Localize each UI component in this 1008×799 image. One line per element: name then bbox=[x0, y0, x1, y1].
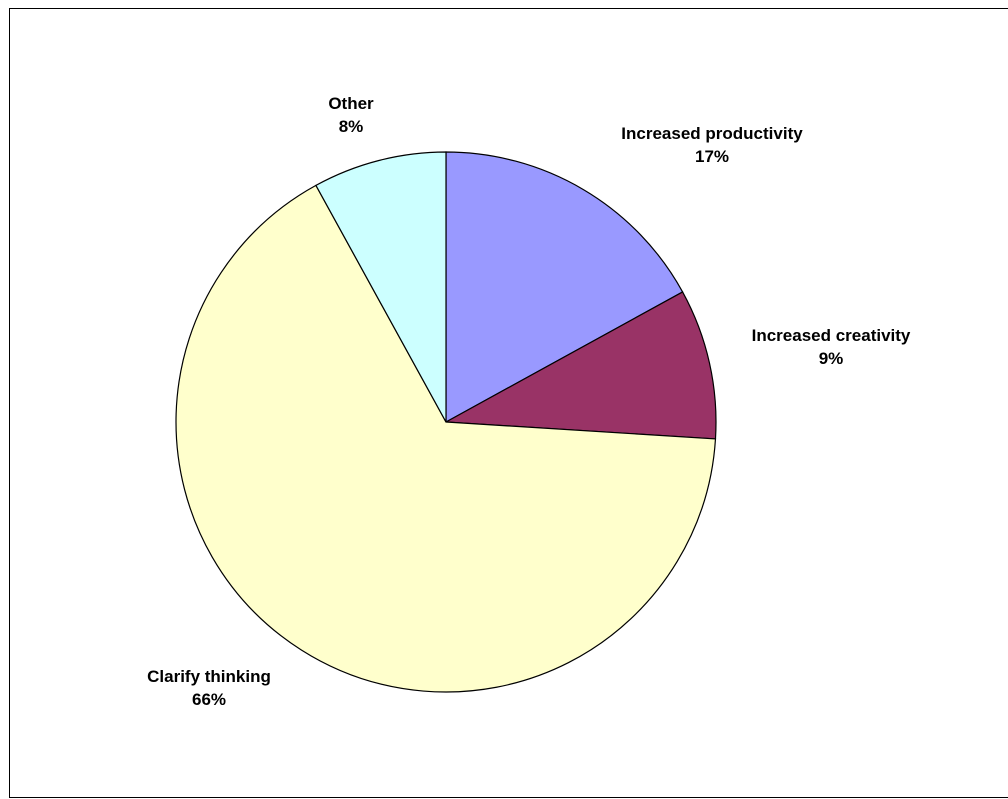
slice-label-name: Increased creativity bbox=[752, 326, 911, 345]
slice-label-name: Other bbox=[328, 94, 374, 113]
pie-slice-increased-creativity bbox=[443, 291, 717, 440]
pie-slice-other bbox=[315, 151, 447, 423]
pie-slice-increased-productivity bbox=[445, 151, 684, 424]
slice-label-percent: 9% bbox=[819, 349, 844, 368]
slice-label-percent: 66% bbox=[192, 690, 226, 709]
chart-frame: Increased productivity 17% Increased creat… bbox=[9, 8, 1008, 798]
pie-labels: Increased productivity 17% Increased creat… bbox=[147, 94, 911, 709]
slice-label-name: Increased productivity bbox=[621, 124, 803, 143]
slice-label-percent: 17% bbox=[695, 147, 729, 166]
pie-slices bbox=[175, 151, 717, 693]
slice-label-name: Clarify thinking bbox=[147, 667, 271, 686]
slice-label-percent: 8% bbox=[339, 117, 364, 136]
pie-slice-clarify-thinking bbox=[175, 184, 717, 693]
pie-chart: Increased productivity 17% Increased creat… bbox=[147, 94, 911, 709]
